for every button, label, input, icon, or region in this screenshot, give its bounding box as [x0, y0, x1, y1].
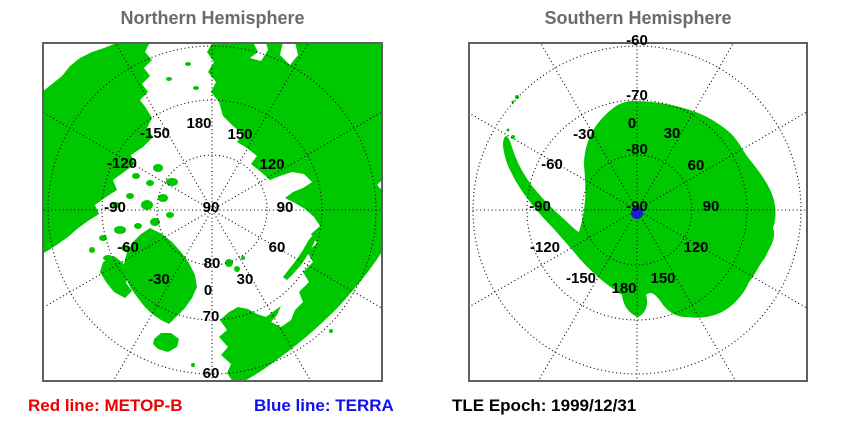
- land-mass-north-america: [43, 43, 153, 254]
- south-graticule-labels: -60 -70 0 30 -30 -80 60 -60 -90 -90 90 -120 120 -150 1…: [529, 32, 719, 297]
- graticule-label: 0: [628, 115, 636, 132]
- antarctic-islands: [506, 95, 519, 139]
- graticule-label: 120: [259, 156, 284, 173]
- meridian-line: [537, 209, 638, 381]
- meridian-line: [636, 111, 807, 211]
- south-graticule: [469, 43, 807, 381]
- graticule-label: 30: [237, 271, 254, 288]
- meridian-line: [636, 43, 735, 211]
- meridian-line: [211, 111, 382, 211]
- meridian-line: [469, 209, 638, 308]
- north-map-frame: [42, 42, 383, 382]
- land-mass-novaya-zemlya: [283, 236, 316, 280]
- legend-red-line-metopb: Red line: METOP-B: [28, 396, 183, 415]
- legend-blue-line-terra: Blue line: TERRA: [254, 396, 394, 415]
- graticule-label: 60: [203, 365, 220, 382]
- north-land-group: [43, 43, 382, 381]
- meridian-line: [469, 112, 638, 211]
- graticule-label: -60: [541, 156, 563, 173]
- meridian-line: [114, 43, 213, 211]
- graticule-label: 150: [650, 270, 675, 287]
- graticule-label: -30: [148, 271, 170, 288]
- graticule-label: -120: [107, 155, 137, 172]
- land-mass-eurasia: [207, 43, 382, 381]
- graticule-label: -150: [140, 125, 170, 142]
- north-hemisphere-map: 180 -150 150 -120 120 -90 90 90 -60 60 80 -30 30 0 70 6…: [42, 42, 383, 382]
- land-mass-baffin: [100, 256, 132, 298]
- graticule-label: -30: [573, 126, 595, 143]
- latitude-ring: [101, 99, 323, 321]
- meridian-line: [636, 209, 737, 381]
- graticule-label: 90: [277, 199, 294, 216]
- land-mass-iceland: [153, 333, 179, 352]
- south-polar-plot: -60 -70 0 30 -30 -80 60 -60 -90 -90 90 -120 120 -150 1…: [468, 32, 808, 382]
- arctic-islands: [89, 62, 333, 367]
- north-graticule: [43, 43, 382, 381]
- meridian-line: [112, 209, 213, 381]
- meridian-line: [43, 209, 213, 309]
- graticule-label: -90: [104, 199, 126, 216]
- graticule-label: -60: [626, 32, 648, 49]
- graticule-label: 180: [186, 115, 211, 132]
- graticule-label: -60: [117, 239, 139, 256]
- graticule-label: 70: [203, 308, 220, 325]
- meridian-line: [211, 209, 382, 309]
- land-mass-greenland: [124, 228, 197, 324]
- graticule-label: 150: [227, 126, 252, 143]
- north-polar-plot: 180 -150 150 -120 120 -90 90 90 -60 60 80 -30 30 0 70 6…: [42, 42, 383, 382]
- graticule-label: -120: [530, 239, 560, 256]
- graticule-label: 180: [611, 280, 636, 297]
- graticule-label: 120: [683, 239, 708, 256]
- graticule-label: -70: [626, 87, 648, 104]
- latitude-ring: [156, 154, 268, 266]
- graticule-label: 60: [688, 157, 705, 174]
- meridian-line: [636, 209, 807, 309]
- graticule-label: -90: [626, 198, 648, 215]
- graticule-label: 0: [204, 282, 212, 299]
- graticule-label: -90: [529, 198, 551, 215]
- north-graticule-labels: 180 -150 150 -120 120 -90 90 90 -60 60 80 -30 30 0 70 6…: [104, 115, 293, 382]
- graticule-label: 60: [269, 239, 286, 256]
- tle-epoch-label: TLE Epoch: 1999/12/31: [452, 396, 637, 415]
- latitude-ring: [526, 99, 748, 321]
- meridian-line: [211, 43, 310, 211]
- south-map-title: Southern Hemisphere: [544, 8, 732, 28]
- south-map-frame: [468, 42, 808, 382]
- terra-position-marker: [631, 207, 643, 219]
- meridian-line: [211, 209, 312, 381]
- graticule-label: -150: [566, 270, 596, 287]
- graticule-label: 90: [203, 199, 220, 216]
- meridian-line: [539, 43, 638, 211]
- latitude-ring: [581, 154, 693, 266]
- south-hemisphere-map: -60 -70 0 30 -30 -80 60 -60 -90 -90 90 -120 120 -150 1…: [468, 32, 808, 382]
- graticule-label: 30: [664, 125, 681, 142]
- graticule-label: 80: [204, 255, 221, 272]
- graticule-label: -80: [626, 141, 648, 158]
- meridian-line: [43, 111, 213, 211]
- north-map-title: Northern Hemisphere: [120, 8, 305, 28]
- graticule-label: 90: [703, 198, 720, 215]
